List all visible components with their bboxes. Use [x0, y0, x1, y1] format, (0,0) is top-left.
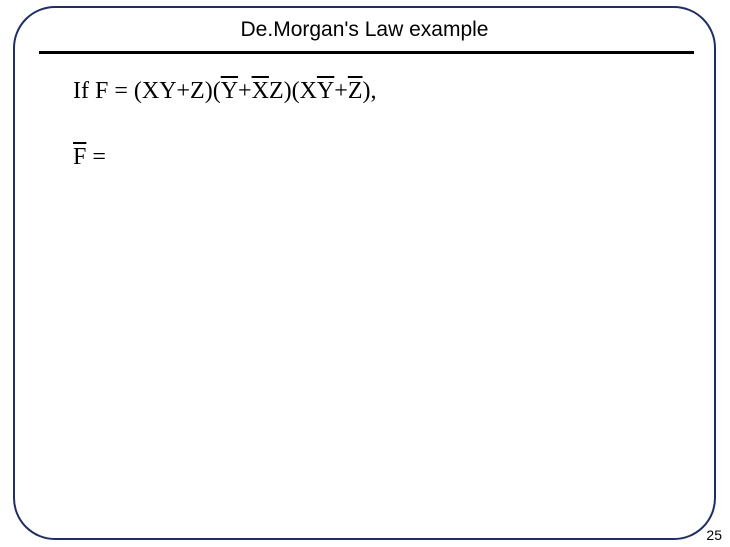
- slide-frame: De.Morgan's Law example If F = (XY+Z)(Y+…: [13, 6, 716, 540]
- eq1-zbar: Z: [348, 78, 363, 104]
- title-underline: [39, 51, 694, 54]
- eq2-fbar: F: [73, 144, 86, 170]
- eq1-mid3: +: [334, 78, 348, 104]
- page-number: 25: [706, 527, 722, 543]
- eq1-xbar: X: [252, 78, 269, 104]
- eq1-pre: If F = (XY+Z)(: [73, 78, 221, 104]
- eq1-ybar: Y: [221, 78, 238, 104]
- slide-title: De.Morgan's Law example: [15, 18, 714, 42]
- equation-line-2: F =: [73, 144, 106, 171]
- eq2-post: =: [86, 144, 106, 170]
- eq1-mid2: Z)(X: [269, 78, 317, 104]
- eq1-post: ),: [362, 78, 376, 104]
- eq1-mid1: +: [238, 78, 252, 104]
- equation-line-1: If F = (XY+Z)(Y+XZ)(XY+Z),: [73, 78, 376, 105]
- eq1-ybar2: Y: [317, 78, 334, 104]
